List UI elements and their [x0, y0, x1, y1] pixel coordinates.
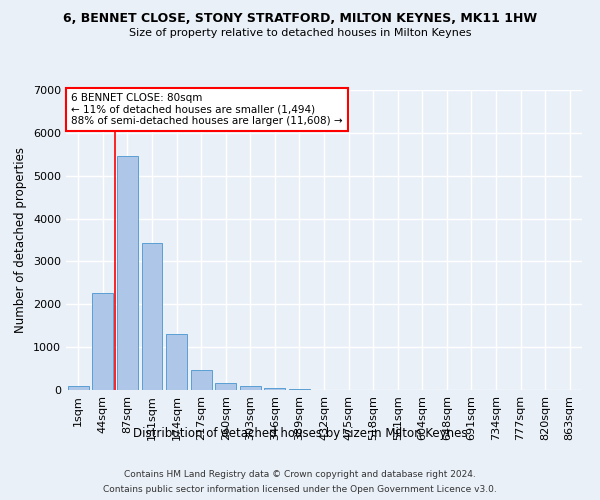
Text: Contains public sector information licensed under the Open Government Licence v3: Contains public sector information licen… [103, 485, 497, 494]
Bar [191, 370, 212, 390]
Bar [289, 388, 310, 390]
Bar [265, 388, 286, 390]
Bar [166, 334, 187, 390]
Text: Size of property relative to detached houses in Milton Keynes: Size of property relative to detached ho… [129, 28, 471, 38]
Bar [142, 242, 163, 390]
Text: Contains HM Land Registry data © Crown copyright and database right 2024.: Contains HM Land Registry data © Crown c… [124, 470, 476, 479]
Text: 6 BENNET CLOSE: 80sqm
← 11% of detached houses are smaller (1,494)
88% of semi-d: 6 BENNET CLOSE: 80sqm ← 11% of detached … [71, 93, 343, 126]
Bar [68, 386, 89, 390]
Y-axis label: Number of detached properties: Number of detached properties [14, 147, 28, 333]
Text: Distribution of detached houses by size in Milton Keynes: Distribution of detached houses by size … [133, 428, 467, 440]
Bar [215, 383, 236, 390]
Bar [240, 386, 261, 390]
Bar [92, 292, 113, 390]
Text: 6, BENNET CLOSE, STONY STRATFORD, MILTON KEYNES, MK11 1HW: 6, BENNET CLOSE, STONY STRATFORD, MILTON… [63, 12, 537, 26]
Bar [117, 156, 138, 390]
